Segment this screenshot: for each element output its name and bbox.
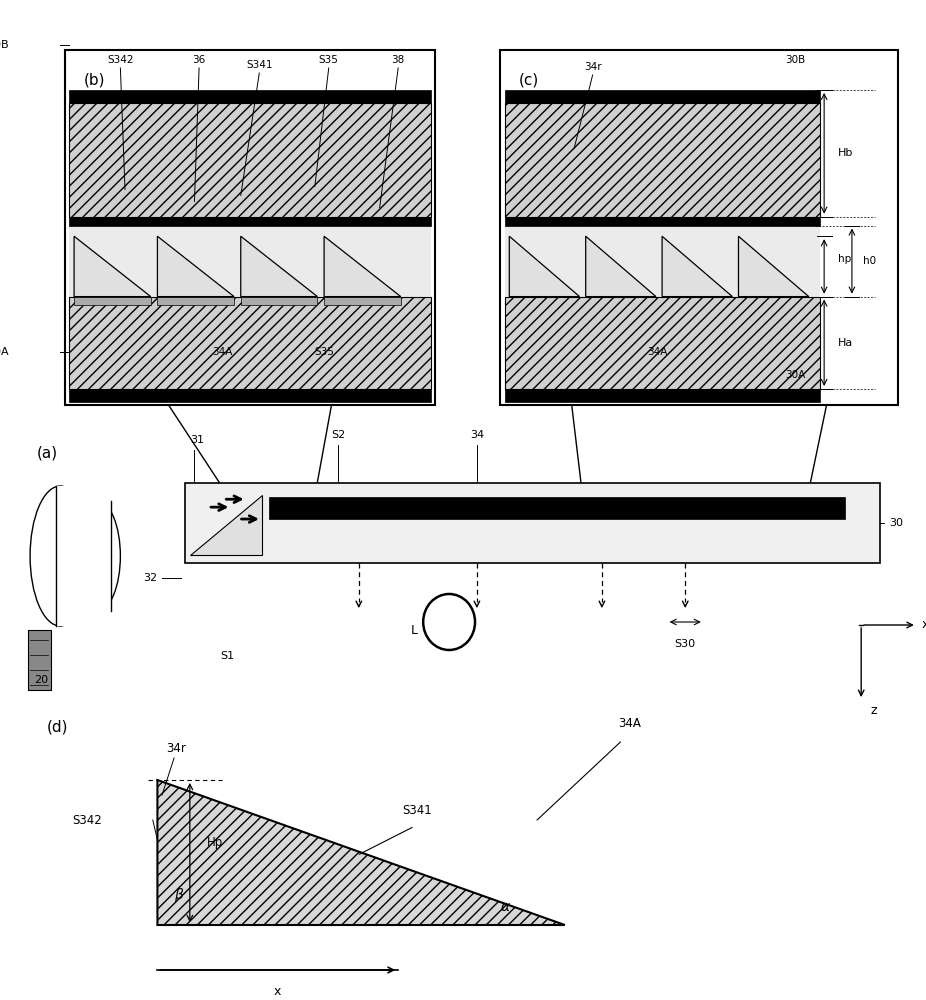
Bar [69, 226, 431, 297]
Bar [74, 297, 151, 305]
Text: S342: S342 [107, 55, 133, 65]
Text: 30A: 30A [0, 347, 9, 357]
Bar [269, 497, 845, 519]
Text: L: L [411, 624, 418, 637]
Bar [505, 90, 820, 103]
Text: hp: hp [838, 254, 851, 264]
Bar [69, 90, 431, 103]
Bar [324, 297, 401, 305]
Text: 30B: 30B [785, 55, 806, 65]
Bar [69, 217, 431, 226]
Ellipse shape [74, 501, 120, 611]
Bar [505, 389, 820, 402]
Bar [505, 217, 820, 226]
Text: $\alpha$: $\alpha$ [500, 900, 511, 914]
Polygon shape [157, 780, 565, 925]
Text: h0: h0 [863, 256, 876, 266]
Text: x: x [921, 618, 926, 632]
Text: (d): (d) [46, 720, 68, 735]
Bar [505, 103, 820, 217]
Text: S341: S341 [246, 60, 272, 70]
Text: (b): (b) [83, 72, 105, 87]
Polygon shape [157, 236, 234, 297]
Bar [185, 483, 880, 563]
Polygon shape [509, 236, 580, 297]
Text: z: z [870, 704, 877, 716]
Text: Hb: Hb [838, 148, 854, 158]
Text: 34: 34 [469, 430, 484, 440]
Circle shape [423, 594, 475, 650]
Text: S341: S341 [402, 804, 432, 818]
Text: 38: 38 [392, 55, 405, 65]
Text: 32: 32 [144, 573, 157, 583]
Text: 瞳孔: 瞳孔 [443, 617, 456, 627]
Text: 31: 31 [190, 435, 204, 445]
Polygon shape [739, 236, 808, 297]
Bar [56, 486, 111, 626]
Bar [28, 630, 51, 690]
Text: 34r: 34r [166, 742, 186, 755]
Text: Ha: Ha [838, 338, 853, 348]
Polygon shape [586, 236, 656, 297]
Bar [157, 297, 234, 305]
Text: x: x [274, 985, 282, 998]
Bar [69, 103, 431, 217]
Text: Hp: Hp [206, 836, 223, 849]
Polygon shape [324, 236, 401, 297]
Bar [69, 297, 431, 389]
Polygon shape [74, 236, 151, 297]
Polygon shape [190, 495, 262, 555]
Text: 30A: 30A [785, 370, 806, 380]
Text: 34r: 34r [583, 62, 602, 72]
Text: S2: S2 [331, 430, 345, 440]
Text: S342: S342 [72, 814, 102, 826]
Polygon shape [241, 236, 318, 297]
Bar [505, 297, 820, 389]
Polygon shape [662, 236, 732, 297]
Text: S1: S1 [219, 651, 234, 661]
Text: $\beta$: $\beta$ [174, 886, 184, 904]
Text: (a): (a) [37, 445, 58, 460]
Bar [65, 50, 435, 405]
Text: S30: S30 [675, 639, 695, 649]
Text: 10: 10 [32, 670, 46, 680]
Text: S35: S35 [314, 347, 334, 357]
Bar [241, 297, 318, 305]
Text: (c): (c) [519, 72, 539, 87]
Bar [69, 389, 431, 402]
Text: 36: 36 [193, 55, 206, 65]
Text: S35: S35 [319, 55, 339, 65]
Text: 34A: 34A [212, 347, 232, 357]
Text: 34A: 34A [619, 717, 641, 730]
Text: 34A: 34A [647, 347, 668, 357]
Text: 30: 30 [889, 518, 903, 528]
Bar [500, 50, 898, 405]
Text: 30B: 30B [0, 40, 9, 50]
Text: 20: 20 [34, 675, 49, 685]
Bar [505, 226, 820, 297]
Ellipse shape [30, 486, 91, 626]
